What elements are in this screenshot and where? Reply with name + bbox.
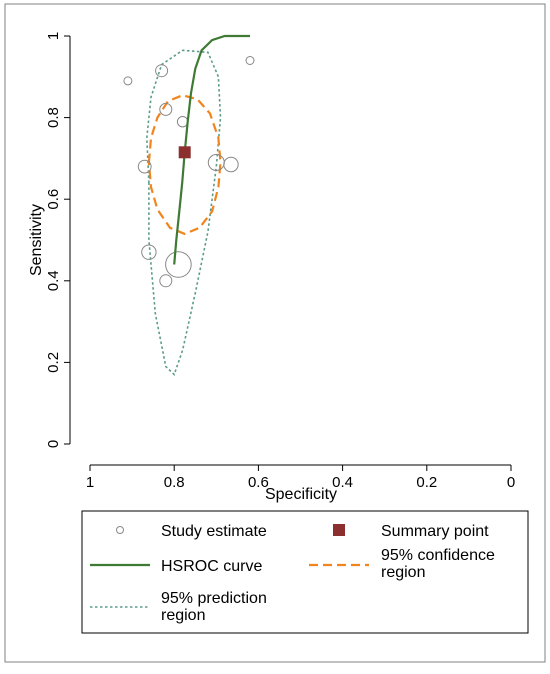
summary-point [178, 146, 191, 159]
legend-label-confidence: region [381, 564, 425, 581]
x-tick-label: 1 [86, 474, 94, 491]
y-tick-label: 0 [45, 440, 62, 448]
study-point-4 [159, 102, 173, 116]
study-point-6 [137, 159, 152, 174]
plot-area [123, 34, 255, 377]
y-tick-label: 0.6 [45, 189, 62, 210]
study-point-1 [123, 76, 133, 86]
x-tick-label: 0.2 [416, 474, 437, 491]
x-tick-label: 0.4 [332, 474, 353, 491]
legend-study-marker [116, 526, 124, 534]
y-tick-label: 1 [45, 32, 62, 40]
hsroc-curve [173, 34, 250, 265]
x-tick-label: 0.6 [248, 474, 269, 491]
axes: 0 0.2 0.4 0.6 0.8 1 1 0.8 0.6 0.4 0.2 0 [45, 32, 515, 491]
legend-label-hsroc: HSROC curve [161, 558, 262, 575]
confidence-region [147, 94, 222, 236]
legend-label-study: Study estimate [161, 523, 267, 540]
study-point-9 [141, 244, 157, 260]
legend-box [81, 510, 529, 634]
x-tick-label: 0 [507, 474, 515, 491]
legend-label-prediction: region [161, 607, 205, 624]
legend-label-prediction: 95% prediction [161, 590, 267, 607]
y-axis-label: Sensitivity [28, 204, 45, 276]
y-tick-label: 0.4 [45, 270, 62, 291]
study-point-10 [165, 251, 192, 278]
study-point-2 [155, 64, 169, 78]
prediction-region [145, 49, 222, 377]
legend-summary-marker [333, 524, 345, 536]
legend-label-summary: Summary point [381, 523, 489, 540]
legend-label-confidence: 95% confidence [381, 547, 495, 564]
x-tick-label: 0.8 [164, 474, 185, 491]
y-tick-label: 0.8 [45, 107, 62, 128]
study-point-11 [159, 274, 173, 288]
study-point-8 [223, 156, 239, 173]
study-point-3 [245, 56, 255, 65]
x-axis-label: Specificity [265, 486, 337, 503]
legend: Study estimate Summary point HSROC curve 95… [81, 510, 529, 634]
y-tick-label: 0.2 [45, 352, 62, 373]
